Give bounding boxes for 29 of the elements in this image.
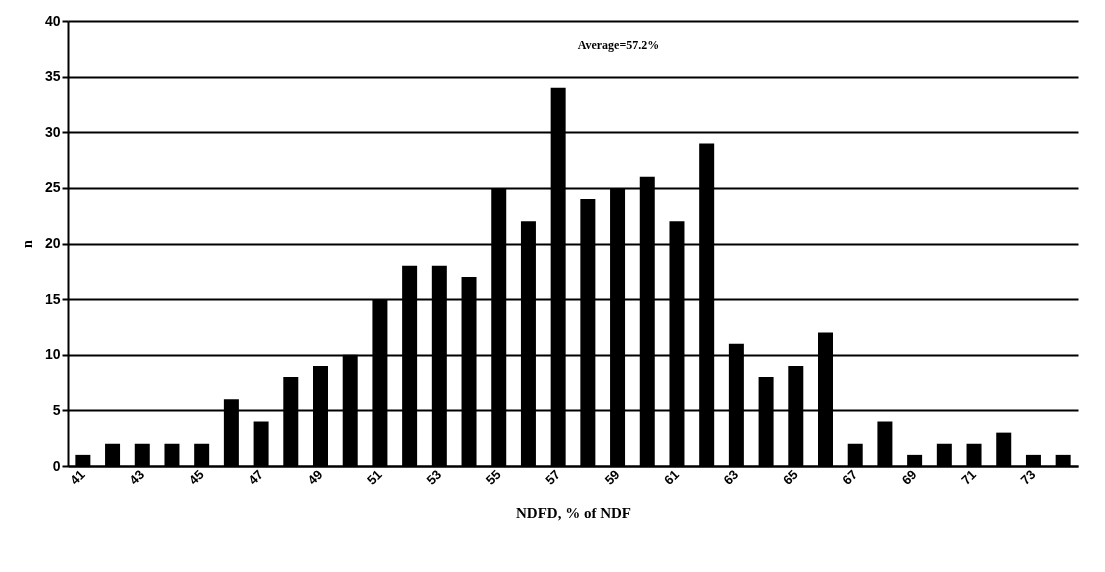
x-tick-label: 55 (482, 466, 504, 488)
x-tick-label: 67 (839, 466, 861, 488)
x-tick-label: 45 (185, 466, 207, 488)
y-tick-label: 25 (44, 179, 61, 196)
x-tick-label: 61 (661, 466, 682, 488)
y-tick-label: 10 (44, 346, 61, 363)
x-tick-label: 41 (66, 466, 88, 488)
x-axis-title: NDFD, % of NDF (516, 504, 631, 521)
annotation: Average=57.2% (577, 38, 660, 52)
x-tick-label: 71 (958, 466, 979, 488)
y-tick-label: 40 (44, 12, 61, 29)
y-tick-label: 0 (52, 457, 61, 474)
y-tick-label: 35 (44, 68, 61, 85)
x-tick-label: 73 (1017, 466, 1039, 488)
y-tick-label: 30 (44, 123, 61, 140)
x-tick-label: 43 (126, 466, 148, 488)
x-tick-label: 47 (245, 466, 267, 488)
x-tick-label: 63 (720, 466, 742, 488)
x-tick-label: 53 (423, 466, 445, 488)
x-tick-label: 69 (898, 466, 920, 488)
y-axis-title: n (19, 239, 35, 248)
x-tick-label: 57 (542, 466, 564, 488)
x-tick-label: 59 (601, 466, 623, 488)
x-tick-label: 51 (364, 466, 385, 488)
y-tick-label: 20 (44, 235, 61, 251)
x-tick-label: 65 (779, 466, 801, 488)
x-tick-label: 49 (304, 466, 326, 488)
y-tick-label: 15 (44, 290, 61, 307)
y-tick-label: 5 (52, 401, 61, 418)
